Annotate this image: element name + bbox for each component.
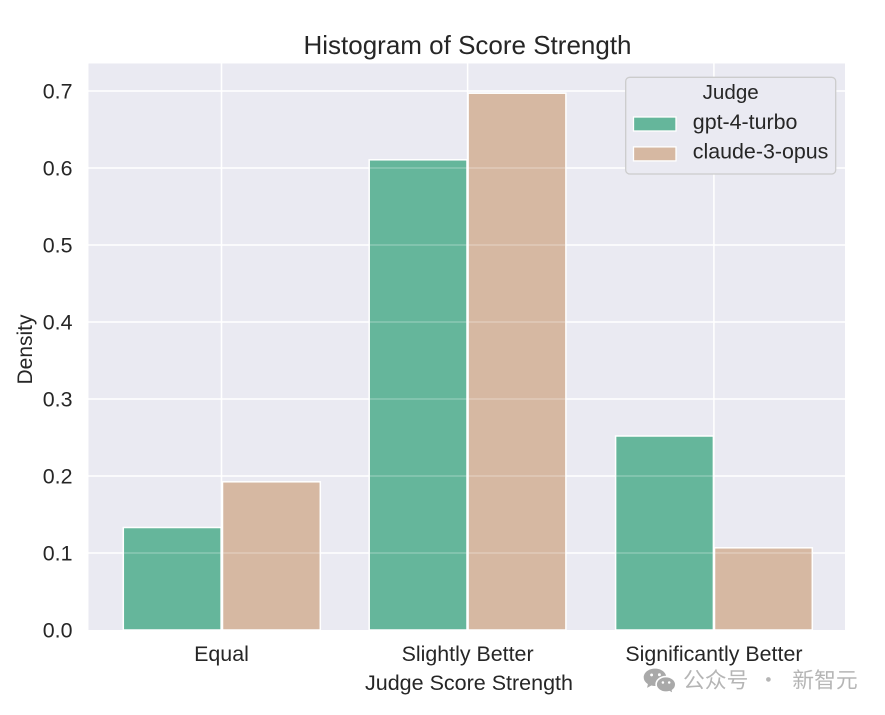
svg-text:0.1: 0.1 bbox=[43, 542, 73, 566]
svg-text:0.6: 0.6 bbox=[43, 157, 73, 181]
svg-text:Histogram of Score Strength: Histogram of Score Strength bbox=[303, 30, 631, 60]
svg-text:Judge Score Strength: Judge Score Strength bbox=[365, 671, 573, 695]
svg-text:Slightly Better: Slightly Better bbox=[402, 642, 534, 666]
svg-text:0.3: 0.3 bbox=[43, 388, 73, 412]
svg-text:Judge: Judge bbox=[703, 81, 759, 104]
svg-text:claude-3-opus: claude-3-opus bbox=[693, 140, 829, 164]
svg-text:0.4: 0.4 bbox=[43, 311, 73, 335]
svg-text:gpt-4-turbo: gpt-4-turbo bbox=[693, 110, 798, 134]
svg-text:Equal: Equal bbox=[194, 642, 249, 666]
svg-text:0.5: 0.5 bbox=[43, 234, 73, 258]
svg-text:0.7: 0.7 bbox=[43, 80, 73, 104]
svg-text:0.2: 0.2 bbox=[43, 465, 73, 489]
svg-text:Significantly Better: Significantly Better bbox=[625, 642, 802, 666]
svg-text:0.0: 0.0 bbox=[43, 619, 73, 643]
svg-text:Density: Density bbox=[14, 314, 37, 385]
